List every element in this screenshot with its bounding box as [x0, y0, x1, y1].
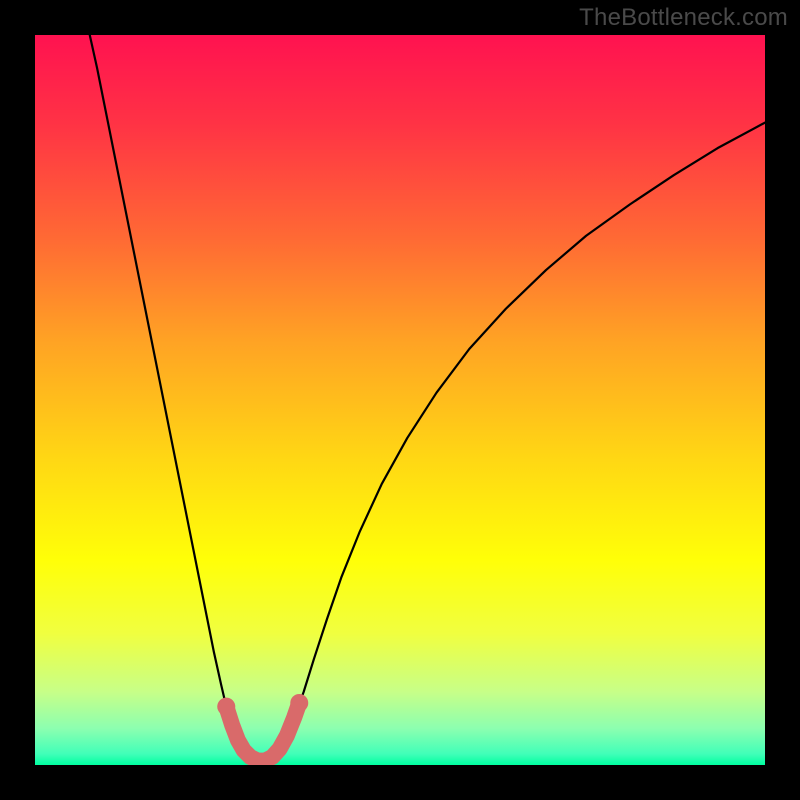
watermark-text: TheBottleneck.com: [579, 4, 788, 32]
bottleneck-pink-cap: [35, 35, 765, 765]
bottleneck-chart: [35, 35, 765, 765]
